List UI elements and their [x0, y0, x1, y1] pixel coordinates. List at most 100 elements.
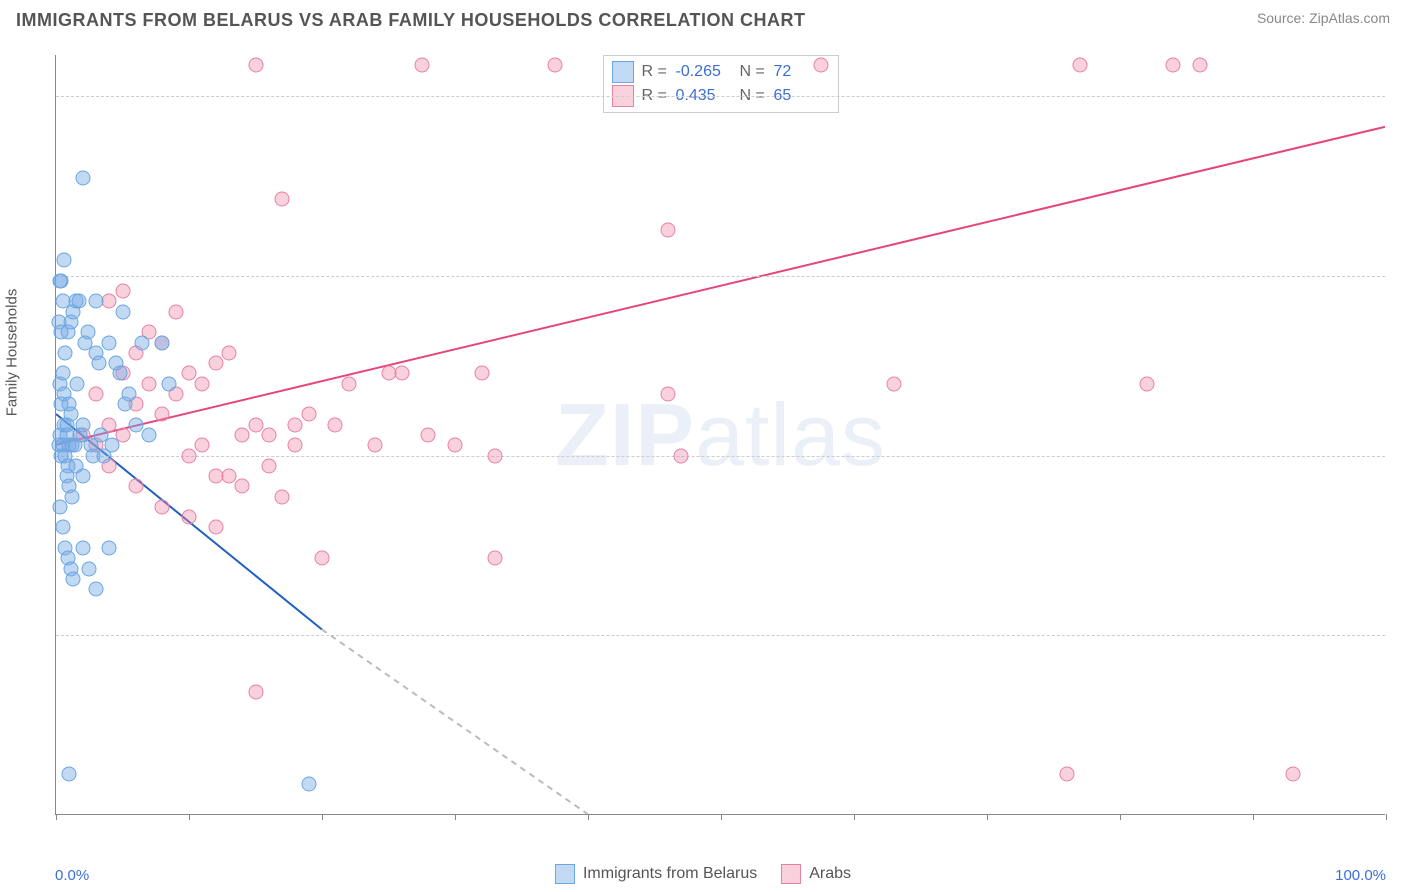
- legend-series-item: Arabs: [781, 864, 851, 884]
- point-blue: [122, 386, 137, 401]
- point-blue: [112, 366, 127, 381]
- point-blue: [75, 469, 90, 484]
- point-blue: [102, 540, 117, 555]
- point-pink: [328, 417, 343, 432]
- point-pink: [381, 366, 396, 381]
- x-tick: [588, 814, 589, 820]
- point-blue: [102, 335, 117, 350]
- point-pink: [142, 376, 157, 391]
- point-pink: [168, 304, 183, 319]
- point-pink: [1073, 58, 1088, 73]
- plot-area: ZIPatlas R =-0.265N =72R =0.435N =65 100…: [55, 55, 1385, 815]
- point-pink: [261, 428, 276, 443]
- legend-swatch: [781, 864, 801, 884]
- point-pink: [182, 510, 197, 525]
- point-pink: [275, 489, 290, 504]
- y-tick-label: 47.5%: [1397, 627, 1406, 644]
- point-blue: [128, 417, 143, 432]
- point-blue: [54, 325, 69, 340]
- point-pink: [487, 551, 502, 566]
- point-pink: [115, 284, 130, 299]
- point-pink: [208, 356, 223, 371]
- point-blue: [56, 253, 71, 268]
- point-pink: [368, 438, 383, 453]
- x-tick: [56, 814, 57, 820]
- legend-swatch: [612, 61, 634, 83]
- point-pink: [1285, 766, 1300, 781]
- point-blue: [142, 428, 157, 443]
- point-pink: [448, 438, 463, 453]
- point-blue: [64, 489, 79, 504]
- point-blue: [88, 294, 103, 309]
- point-blue: [75, 417, 90, 432]
- point-pink: [1059, 766, 1074, 781]
- point-pink: [1139, 376, 1154, 391]
- point-blue: [88, 582, 103, 597]
- point-blue: [71, 294, 86, 309]
- point-pink: [414, 58, 429, 73]
- point-pink: [315, 551, 330, 566]
- legend-series-label: Immigrants from Belarus: [583, 865, 757, 883]
- point-blue: [115, 304, 130, 319]
- point-pink: [261, 458, 276, 473]
- point-pink: [660, 386, 675, 401]
- point-blue: [104, 438, 119, 453]
- point-pink: [886, 376, 901, 391]
- point-pink: [1166, 58, 1181, 73]
- gridline: [56, 96, 1385, 97]
- point-pink: [248, 58, 263, 73]
- point-pink: [288, 417, 303, 432]
- point-pink: [248, 417, 263, 432]
- point-pink: [341, 376, 356, 391]
- x-axis-max-label: 100.0%: [1335, 867, 1386, 884]
- gridline: [56, 276, 1385, 277]
- point-pink: [182, 366, 197, 381]
- x-tick: [1120, 814, 1121, 820]
- point-blue: [70, 376, 85, 391]
- point-blue: [91, 356, 106, 371]
- x-axis-min-label: 0.0%: [55, 867, 89, 884]
- point-blue: [75, 540, 90, 555]
- x-tick: [322, 814, 323, 820]
- point-pink: [1192, 58, 1207, 73]
- point-blue: [52, 499, 67, 514]
- chart-title: IMMIGRANTS FROM BELARUS VS ARAB FAMILY H…: [16, 10, 806, 31]
- correlation-legend: R =-0.265N =72R =0.435N =65: [603, 55, 839, 113]
- point-pink: [155, 499, 170, 514]
- point-pink: [102, 294, 117, 309]
- point-blue: [62, 397, 77, 412]
- point-blue: [162, 376, 177, 391]
- legend-series-label: Arabs: [809, 865, 851, 883]
- point-blue: [55, 294, 70, 309]
- legend-row: R =-0.265N =72: [612, 60, 830, 84]
- point-blue: [82, 561, 97, 576]
- point-blue: [55, 520, 70, 535]
- point-blue: [52, 273, 67, 288]
- x-tick: [189, 814, 190, 820]
- point-blue: [135, 335, 150, 350]
- legend-swatch: [555, 864, 575, 884]
- point-pink: [195, 438, 210, 453]
- x-tick: [987, 814, 988, 820]
- point-pink: [235, 428, 250, 443]
- correlation-chart: IMMIGRANTS FROM BELARUS VS ARAB FAMILY H…: [0, 0, 1406, 892]
- point-pink: [547, 58, 562, 73]
- y-tick-label: 82.5%: [1397, 267, 1406, 284]
- point-blue: [59, 417, 74, 432]
- point-pink: [208, 520, 223, 535]
- point-pink: [221, 469, 236, 484]
- legend-r-label: R =: [642, 63, 668, 81]
- point-pink: [674, 448, 689, 463]
- point-pink: [275, 191, 290, 206]
- point-pink: [394, 366, 409, 381]
- point-pink: [221, 345, 236, 360]
- point-pink: [288, 438, 303, 453]
- x-tick: [1386, 814, 1387, 820]
- x-tick: [455, 814, 456, 820]
- point-blue: [80, 325, 95, 340]
- x-tick: [721, 814, 722, 820]
- point-pink: [235, 479, 250, 494]
- point-pink: [813, 58, 828, 73]
- point-pink: [88, 386, 103, 401]
- point-blue: [301, 777, 316, 792]
